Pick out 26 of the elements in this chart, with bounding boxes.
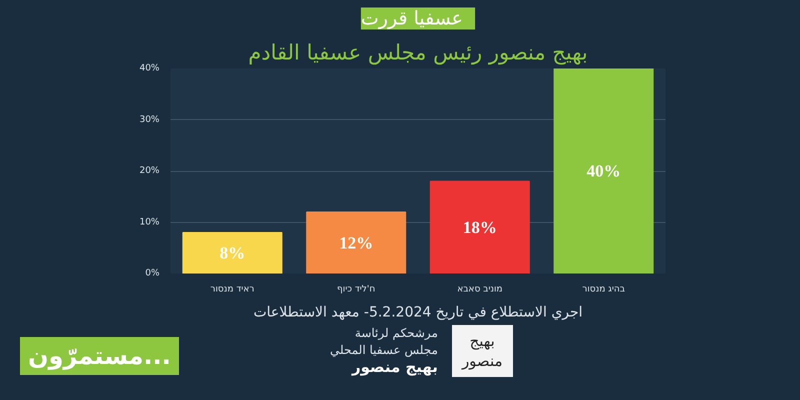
- text: مرشحكم لرئاسة: [354, 326, 438, 340]
- bar: [306, 212, 406, 274]
- y-tick-label: 40%: [139, 64, 160, 74]
- x-tick-label: ח'ליד כיוף: [337, 284, 376, 294]
- text: منصور: [462, 352, 502, 370]
- chart-subtitle: بهيج منصور رئيس مجلس عسفيا القادم: [248, 40, 588, 66]
- bar: [430, 180, 530, 274]
- x-tick-label: ראיד מנסור: [210, 284, 254, 294]
- data-label: 8%: [220, 244, 246, 262]
- y-tick-label: 20%: [139, 166, 160, 176]
- text: مجلس عسفيا المحلي: [330, 343, 438, 357]
- data-label: 18%: [462, 218, 497, 237]
- chart-title: عسفيا قررت: [360, 8, 464, 30]
- bar: [182, 232, 282, 274]
- data-label: 12%: [339, 233, 374, 252]
- bar: [554, 68, 654, 274]
- data-label: 40%: [586, 162, 621, 180]
- text: اجري الاستطلاع في تاريخ 5.2.2024- معهد الاستطلاعات: [253, 304, 583, 320]
- y-tick-label: 30%: [139, 114, 160, 125]
- text: مستمرّون...: [20, 337, 179, 376]
- text: بهيج منصور: [352, 358, 438, 376]
- y-tick-label: 10%: [139, 217, 160, 228]
- text: بهيج: [470, 332, 495, 350]
- x-tick-label: בהיג מנסור: [582, 284, 626, 294]
- x-tick-label: מוניב סאבא: [457, 284, 503, 294]
- y-tick-label: 0%: [145, 268, 160, 278]
